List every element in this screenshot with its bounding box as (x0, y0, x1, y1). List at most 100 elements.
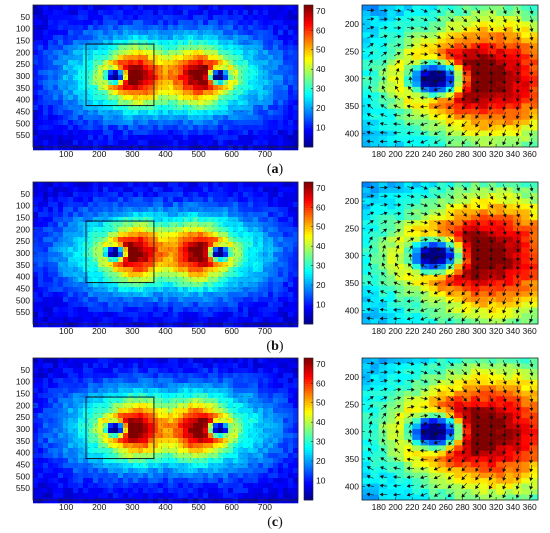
heat-cell (78, 50, 84, 56)
heat-cell (412, 26, 421, 33)
heat-cell (78, 277, 84, 283)
heat-cell (288, 282, 294, 288)
vector-arrow (116, 53, 120, 56)
heat-cell (58, 307, 64, 313)
heat-cell (218, 45, 224, 51)
heat-cell (78, 287, 84, 293)
zoom-region-box (85, 43, 155, 107)
heat-cell (445, 125, 455, 131)
heat-cell (193, 282, 199, 288)
heat-cell (258, 307, 264, 313)
x-tick-label: 300 (472, 149, 486, 159)
vector-arrow (72, 282, 76, 284)
heat-cell (93, 292, 99, 298)
heat-cell (283, 257, 289, 263)
heat-cell (378, 32, 388, 39)
vector-arrow (123, 93, 127, 96)
heat-cell (58, 105, 64, 111)
heat-cell (378, 97, 388, 104)
vector-arrow (146, 241, 148, 245)
heat-cell (273, 5, 279, 11)
heat-cell (83, 115, 89, 121)
heat-cell (138, 40, 144, 46)
heat-cell (143, 262, 149, 268)
vector-arrow (72, 53, 76, 56)
heat-cell (113, 35, 119, 41)
heat-cell (73, 207, 79, 213)
vector-arrowhead (433, 96, 438, 100)
heat-cell (362, 136, 371, 142)
heat-cell (128, 282, 134, 288)
heat-cell (193, 322, 199, 328)
heat-cell (238, 145, 244, 151)
heat-cell (233, 217, 239, 223)
heat-cell (83, 5, 89, 11)
heat-cell (68, 252, 74, 258)
heat-cell (48, 222, 54, 228)
heat-cell (496, 26, 505, 33)
heat-cell (208, 15, 214, 21)
heat-cell (278, 302, 284, 308)
heat-cell (263, 15, 269, 21)
heat-cell (454, 103, 463, 110)
heat-cell (487, 97, 497, 104)
vector-arrow (218, 82, 222, 84)
heat-cell (462, 5, 472, 11)
heat-cell (198, 95, 204, 101)
heat-cell (113, 15, 119, 21)
heat-cell (143, 20, 149, 26)
vector-arrow (255, 81, 258, 85)
vector-arrow (138, 207, 141, 211)
heat-cell (33, 297, 39, 303)
heat-cell (278, 85, 284, 91)
heat-cell (203, 35, 209, 41)
vector-arrow (211, 93, 214, 96)
heat-cell (387, 130, 396, 137)
heat-cell (208, 272, 214, 278)
heat-cell (33, 140, 39, 146)
heat-cell (38, 115, 44, 121)
vector-arrowhead (437, 52, 442, 57)
heat-cell (288, 322, 294, 328)
heat-cell (248, 115, 254, 121)
vector-arrowhead (395, 76, 400, 80)
vector-arrowhead (381, 94, 385, 99)
heat-cell (38, 257, 44, 263)
vector-arrow (94, 81, 98, 85)
heat-cell (48, 282, 54, 288)
heat-cell (163, 15, 169, 21)
heat-cell (238, 192, 244, 198)
heat-cell (243, 212, 249, 218)
heat-cell (118, 197, 124, 203)
colorbar-segment (304, 111, 313, 115)
heat-cell (208, 135, 214, 141)
vector-arrow (189, 30, 192, 34)
heat-cell (118, 25, 124, 31)
heat-cell (278, 95, 284, 101)
x-tick-label: 360 (523, 149, 537, 159)
heat-cell (88, 5, 94, 11)
vector-arrow (197, 281, 199, 285)
heat-cell (143, 317, 149, 323)
heat-cell (233, 95, 239, 101)
vector-arrowhead (379, 121, 384, 126)
vector-arrowhead (529, 106, 534, 111)
heat-cell (48, 212, 54, 218)
heat-cell (93, 297, 99, 303)
heat-cell (153, 45, 159, 51)
heat-cell (73, 297, 79, 303)
heat-cell (118, 75, 124, 81)
heat-cell (213, 60, 219, 66)
vector-arrow (254, 282, 258, 284)
heat-cell (38, 110, 44, 116)
heat-cell (168, 60, 174, 66)
heat-cell (273, 85, 279, 91)
vector-arrowhead (370, 34, 375, 39)
heat-cell (258, 105, 264, 111)
heat-cell (278, 20, 284, 26)
heat-cell (387, 97, 396, 104)
heat-cell (228, 125, 234, 131)
heat-cell (258, 297, 264, 303)
heat-cell (88, 120, 94, 126)
vector-arrow (225, 105, 229, 107)
